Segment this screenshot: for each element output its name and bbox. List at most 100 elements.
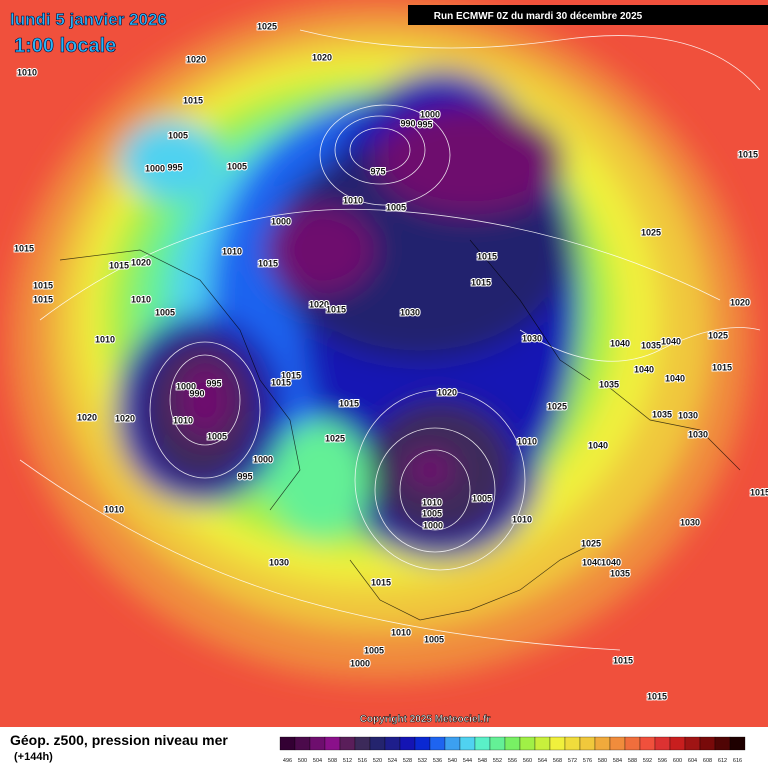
isobar-label: 1005: [422, 508, 442, 518]
isobar-label: 1015: [613, 655, 633, 665]
colorbar-label: 568: [553, 758, 562, 764]
colorbar-swatch: [594, 736, 611, 751]
colorbar-swatch: [729, 736, 746, 751]
colorbar-label: 616: [733, 758, 742, 764]
isobar-label: 1035: [610, 568, 630, 578]
colorbar-label: 592: [643, 758, 652, 764]
isobar-label: 1040: [588, 440, 608, 450]
isobar-label: 1020: [437, 387, 457, 397]
colorbar-label: 508: [328, 758, 337, 764]
colorbar-swatch: [444, 736, 461, 751]
isobar-label: 1040: [634, 364, 654, 374]
isobar-label: 1020: [186, 54, 206, 64]
colorbar-label: 604: [688, 758, 697, 764]
isobar-label: 1000: [145, 163, 165, 173]
isobar-label: 1035: [652, 409, 672, 419]
colorbar-label: 548: [478, 758, 487, 764]
isobar-label: 1015: [371, 577, 391, 587]
colorbar-swatch: [324, 736, 341, 751]
isobar-label: 1015: [281, 370, 301, 380]
colorbar-label: 552: [493, 758, 502, 764]
colorbar-swatch: [369, 736, 386, 751]
colorbar-swatch: [549, 736, 566, 751]
colorbar-label: 612: [718, 758, 727, 764]
colorbar-label: 572: [568, 758, 577, 764]
colorbar-label: 564: [538, 758, 547, 764]
isobar-label: 1030: [688, 429, 708, 439]
isobar-label: 1025: [581, 538, 601, 548]
colorbar-swatch: [414, 736, 431, 751]
colorbar-label: 516: [358, 758, 367, 764]
colorbar-label: 524: [388, 758, 397, 764]
colorbar-swatch: [309, 736, 326, 751]
colorbar-label: 584: [613, 758, 622, 764]
isobar-label: 1015: [712, 362, 732, 372]
colorbar-swatch: [714, 736, 731, 751]
copyright: Copyright 2025 Meteociel.fr: [360, 714, 491, 725]
isobar-label: 1010: [95, 334, 115, 344]
isobar-label: 1005: [227, 161, 247, 171]
isobar-label: 1015: [750, 487, 768, 497]
isobar-label: 1020: [730, 297, 750, 307]
isobar-label: 1015: [258, 258, 278, 268]
date-title: lundi 5 janvier 2026: [10, 10, 167, 29]
isobar-label: 1030: [522, 333, 542, 343]
isobar-label: 1010: [131, 294, 151, 304]
isobar-label: 1005: [386, 202, 406, 212]
colorbar-label: 532: [418, 758, 427, 764]
colorbar-swatch: [579, 736, 596, 751]
isobar-label: 1005: [472, 493, 492, 503]
colorbar-swatch: [519, 736, 536, 751]
isobar-label: 1010: [343, 195, 363, 205]
isobar-label: 1025: [641, 227, 661, 237]
run-info: Run ECMWF 0Z du mardi 30 décembre 2025: [434, 11, 643, 22]
colorbar-swatch: [699, 736, 716, 751]
colorbar-swatch: [684, 736, 701, 751]
colorbar-label: 608: [703, 758, 712, 764]
isobar-label: 1035: [641, 340, 661, 350]
colorbar-label: 496: [283, 758, 292, 764]
colorbar-label: 600: [673, 758, 682, 764]
isobar-label: 1025: [708, 330, 728, 340]
isobar-label: 1010: [17, 67, 37, 77]
colorbar-swatch: [639, 736, 656, 751]
isobar-label: 1005: [207, 431, 227, 441]
isobar-label: 1015: [738, 149, 758, 159]
colorbar-swatch: [609, 736, 626, 751]
isobar-label: 1015: [647, 691, 667, 701]
time-title: 1:00 locale: [14, 35, 116, 57]
colorbar-swatch: [339, 736, 356, 751]
colorbar-label: 536: [433, 758, 442, 764]
isobar-label: 1015: [183, 95, 203, 105]
colorbar-swatch: [459, 736, 476, 751]
isobar-label: 1000: [253, 454, 273, 464]
colorbar-swatch: [534, 736, 551, 751]
isobar-label: 995: [206, 378, 221, 388]
isobar-label: 1020: [309, 299, 329, 309]
isobars: [19, 29, 761, 651]
isobar-label: 1000: [271, 216, 291, 226]
colorbar-swatch: [279, 736, 296, 751]
colorbar-label: 544: [463, 758, 472, 764]
colorbar-swatch: [564, 736, 581, 751]
colorbar: 496 500 504 508 512 516 520 524 528 532 536 540 544 5…: [279, 736, 746, 764]
colorbar-label: 540: [448, 758, 457, 764]
isobar-label: 990: [400, 118, 415, 128]
colorbar-label: 596: [658, 758, 667, 764]
isobar-label: 1015: [109, 260, 129, 270]
isobar-label: 1025: [325, 433, 345, 443]
forecast-lead: (+144h): [14, 751, 53, 763]
isobar-label: 1040: [582, 557, 602, 567]
isobar-label: 1020: [77, 412, 97, 422]
isobar-label: 1040: [665, 373, 685, 383]
isobar-label: 1040: [601, 557, 621, 567]
isobar-label: 1025: [547, 401, 567, 411]
isobar-label: 1035: [599, 379, 619, 389]
isobar-label: 1010: [222, 246, 242, 256]
isobar-label: 1030: [269, 557, 289, 567]
colorbar-swatch: [489, 736, 506, 751]
isobar-label: 1015: [477, 251, 497, 261]
isobar-label: 1015: [33, 280, 53, 290]
